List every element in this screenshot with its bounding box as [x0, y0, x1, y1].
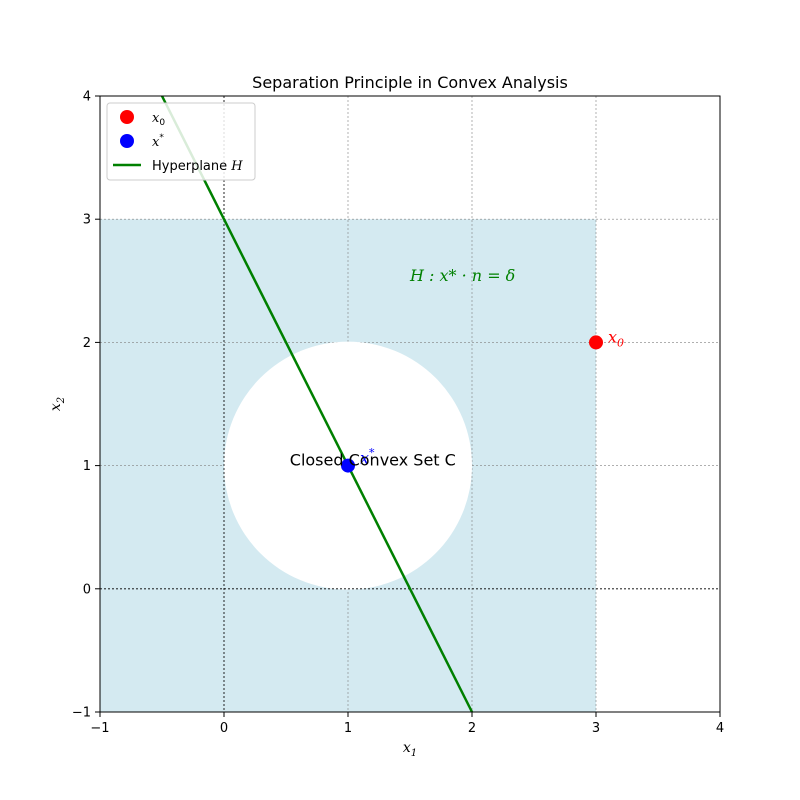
legend-marker: [120, 110, 134, 124]
y-tick-label: 3: [83, 213, 91, 228]
points: [341, 335, 603, 473]
x-tick-label: 0: [220, 721, 228, 736]
y-axis-label: x2: [48, 397, 67, 411]
point-x0: [589, 335, 603, 350]
x-tick-label: 3: [592, 721, 600, 736]
y-tick-label: 1: [83, 459, 91, 474]
x-tick-label: −1: [90, 721, 109, 736]
ticks: −1 0 1 2 3 4 −1 0 1 2 3 4: [72, 90, 724, 737]
y-tick-label: 0: [83, 582, 91, 597]
point-label-x-star: x*: [360, 447, 375, 468]
x-tick-label: 1: [344, 721, 352, 736]
x-axis-label: x1: [403, 740, 417, 759]
legend: x0 x* Hyperplane H: [106, 102, 256, 181]
legend-entry-label: Hyperplane H: [152, 159, 243, 174]
legend-entry-label: x*: [152, 133, 164, 150]
x-tick-label: 2: [468, 721, 476, 736]
hyperplane-line: [160, 95, 474, 713]
legend-box: [106, 102, 256, 181]
hyperplane-equation: H : x* · n = δ: [409, 266, 515, 285]
legend-marker: [120, 134, 134, 148]
chart-title: Separation Principle in Convex Analysis: [252, 73, 568, 92]
convex-set-label: Closed Convex Set C: [290, 451, 456, 470]
plot-frame: [99, 95, 721, 713]
point-label-x0: x0: [608, 327, 624, 349]
x-tick-label: 4: [716, 721, 724, 736]
y-tick-label: 2: [83, 336, 91, 351]
y-tick-label: 4: [83, 90, 91, 105]
y-tick-label: −1: [72, 706, 91, 721]
point-x-star: [341, 458, 355, 473]
legend-entry-label: x0: [152, 111, 165, 128]
